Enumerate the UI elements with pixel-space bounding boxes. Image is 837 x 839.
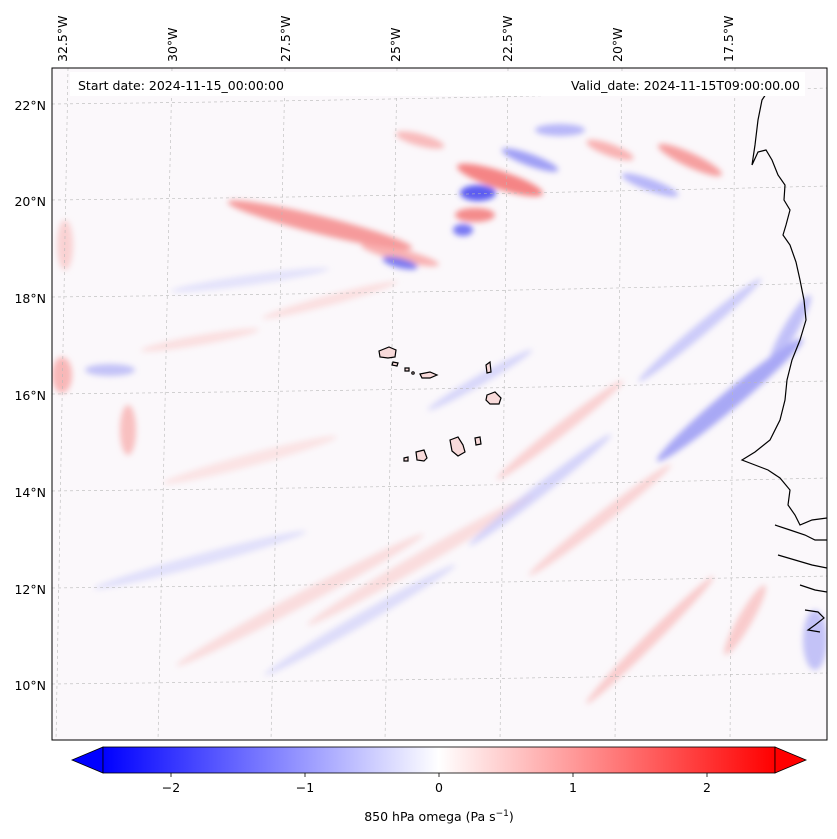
- valid-date-label: Valid_date: 2024-11-15T09:00:00.00: [571, 78, 800, 93]
- coastline: [740, 87, 827, 633]
- map-panel: [51, 67, 828, 741]
- lon-tick-label: 20°W: [610, 27, 625, 62]
- colorbar-label: 850 hPa omega (Pa s−1): [364, 809, 514, 824]
- lon-tick-label: 25°W: [388, 27, 403, 62]
- lat-tick-label: 20°N: [14, 194, 46, 209]
- cape-verde-islands: [378, 346, 502, 462]
- gridlines: [52, 68, 827, 740]
- colorbar-label-text: 850 hPa omega (Pa s: [364, 809, 495, 824]
- lat-tick-label: 18°N: [14, 291, 46, 306]
- colorbar-label-close: ): [509, 809, 514, 824]
- colorbar-tick: −2: [162, 780, 180, 795]
- colorbar-tick: 2: [703, 780, 711, 795]
- colorbar-gradient: [102, 746, 776, 774]
- omega-field: [52, 124, 827, 704]
- colorbar: −2 −1 0 1 2 850 hPa omega (Pa s−1): [70, 746, 808, 824]
- colorbar-tick: 0: [435, 780, 443, 795]
- lon-tick-label: 27.5°W: [278, 16, 293, 62]
- start-date-label: Start date: 2024-11-15_00:00:00: [78, 78, 284, 93]
- colorbar-label-exponent: −1: [496, 809, 509, 819]
- lat-tick-label: 16°N: [14, 388, 46, 403]
- lat-tick-label: 22°N: [14, 98, 46, 113]
- lon-tick-label: 32.5°W: [55, 16, 70, 62]
- lon-tick-label: 22.5°W: [500, 16, 515, 62]
- colorbar-extend-min: [70, 746, 104, 774]
- lat-tick-labels: 22°N 20°N 18°N 16°N 14°N 12°N 10°N: [14, 98, 46, 693]
- colorbar-extend-max: [774, 746, 808, 774]
- lon-tick-labels: 32.5°W 30°W 27.5°W 25°W 22.5°W 20°W 17.5…: [55, 16, 736, 62]
- colorbar-tick: −1: [296, 780, 314, 795]
- lat-tick-label: 14°N: [14, 485, 46, 500]
- lon-tick-label: 17.5°W: [721, 16, 736, 62]
- lat-tick-label: 10°N: [14, 678, 46, 693]
- lat-tick-label: 12°N: [14, 582, 46, 597]
- colorbar-tick: 1: [569, 780, 577, 795]
- lon-tick-label: 30°W: [165, 27, 180, 62]
